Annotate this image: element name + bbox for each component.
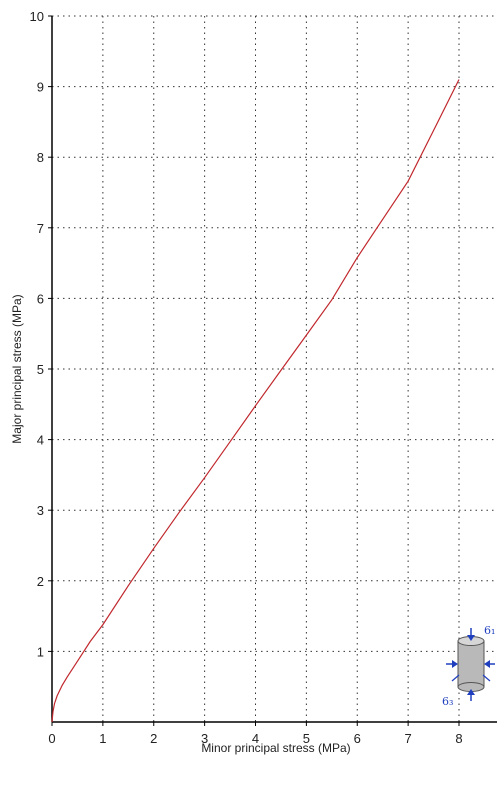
sigma1-label: 6₁ [484,624,495,637]
grid [52,15,497,722]
y-tick-label: 10 [30,9,44,24]
y-axis-title: Major principal stress (MPa) [10,294,24,443]
series-line [51,79,460,723]
triaxial-cylinder-icon: 6₁ 6₃ [442,624,495,708]
x-tick-label: 6 [354,731,361,746]
x-axis-title: Minor principal stress (MPa) [201,741,350,755]
series [51,79,460,723]
y-tick-label: 8 [37,150,44,165]
y-tick-label: 3 [37,503,44,518]
x-tick-label: 8 [455,731,462,746]
x-tick-label: 0 [48,731,55,746]
y-tick-label: 9 [37,80,44,95]
x-tick-label: 4 [252,731,259,746]
x-tick-label: 7 [405,731,412,746]
y-tick-label: 1 [37,644,44,659]
y-ticks: 1 2 3 4 5 6 7 8 9 10 [30,9,52,659]
y-tick-label: 2 [37,574,44,589]
sigma3-label: 6₃ [442,695,453,708]
y-tick-label: 6 [37,291,44,306]
x-tick-label: 2 [150,731,157,746]
x-tick-label: 5 [303,731,310,746]
x-tick-label: 1 [99,731,106,746]
y-tick-label: 5 [37,362,44,377]
x-ticks: 0 1 2 3 4 5 6 7 8 [48,722,463,746]
y-tick-label: 4 [37,433,44,448]
y-tick-label: 7 [37,221,44,236]
x-tick-label: 3 [201,731,208,746]
